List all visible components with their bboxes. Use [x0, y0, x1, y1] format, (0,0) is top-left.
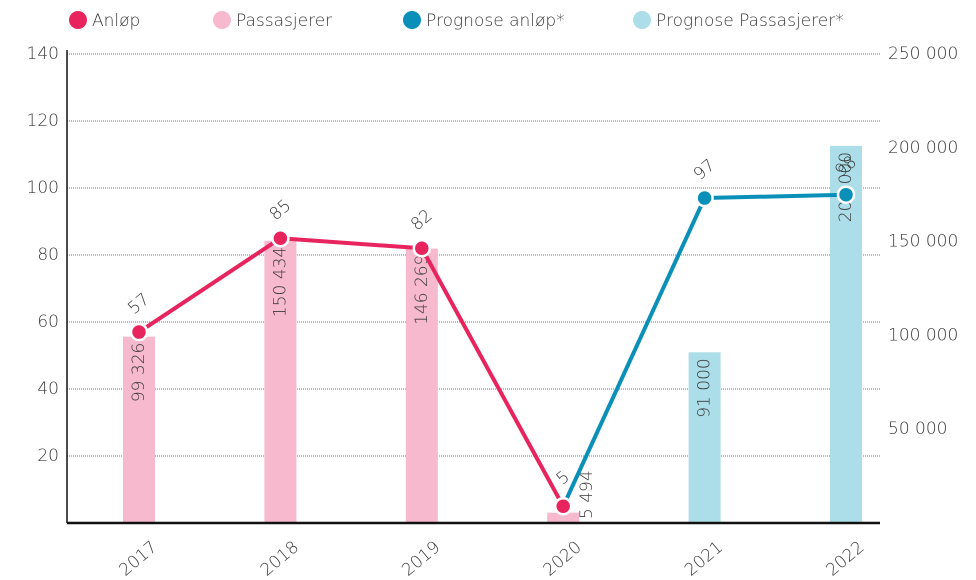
- y2-tick-label: 250 000: [888, 44, 958, 64]
- y2-tick-label: 200 000: [888, 138, 958, 158]
- line-marker: [695, 188, 714, 208]
- line-marker: [412, 239, 432, 258]
- y-tick-label: 60: [37, 312, 59, 332]
- legend-swatch: [633, 11, 651, 29]
- line-value-label: 57: [124, 289, 153, 318]
- x-tick-label: 2018: [257, 537, 303, 580]
- legend-swatch: [69, 11, 87, 29]
- y2-tick-label: 50 000: [888, 419, 947, 439]
- legend-label: Passasjerer: [236, 11, 332, 31]
- line-marker: [129, 322, 149, 342]
- bar: [830, 145, 862, 523]
- bar-value-label: 146 269: [412, 255, 432, 325]
- bar: [123, 336, 155, 523]
- bar: [264, 240, 297, 523]
- bar-value-label: 99 326: [129, 343, 149, 402]
- bar: [688, 352, 721, 523]
- line-marker: [836, 185, 856, 204]
- y-tick-label: 20: [37, 446, 59, 466]
- bar: [405, 248, 438, 523]
- line-marker: [271, 229, 290, 248]
- y-tick-label: 80: [37, 245, 59, 265]
- line-value-label: 97: [690, 155, 719, 184]
- legend-label: Prognose Passasjerer*: [656, 11, 844, 31]
- x-tick-label: 2017: [115, 537, 161, 580]
- x-tick-label: 2021: [681, 537, 727, 580]
- y-tick-label: 40: [37, 379, 59, 399]
- bar-value-label: 150 434: [270, 247, 290, 317]
- legend-label: Anløp: [92, 11, 140, 31]
- line-value-label: 85: [266, 196, 295, 225]
- legend-swatch: [403, 11, 421, 29]
- x-tick-label: 2022: [822, 537, 868, 580]
- legend-label: Prognose anløp*: [426, 11, 565, 31]
- line: [137, 236, 565, 508]
- y2-tick-label: 150 000: [888, 232, 958, 252]
- line-marker: [553, 497, 573, 516]
- y-tick-label: 100: [27, 178, 59, 198]
- y-tick-label: 120: [27, 111, 59, 131]
- y2-tick-label: 100 000: [888, 325, 958, 345]
- bar-value-label: 91 000: [695, 358, 715, 417]
- bar-value-label: 5 494: [577, 470, 597, 519]
- y-tick-label: 140: [27, 44, 59, 64]
- x-tick-label: 2019: [398, 537, 444, 580]
- bar: [547, 512, 580, 523]
- legend-swatch: [213, 11, 231, 29]
- x-tick-label: 2020: [540, 537, 586, 580]
- line-value-label: 82: [407, 206, 436, 235]
